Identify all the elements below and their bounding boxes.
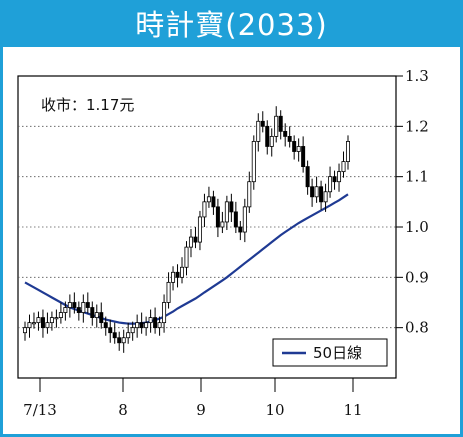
candle-body-down [301, 146, 306, 168]
candle-body-down [260, 120, 265, 127]
candle-body-down [117, 337, 122, 344]
x-axis: 7/13 8 9 10 11 [23, 378, 363, 419]
candle-body-up [27, 322, 32, 329]
candle-body-up [81, 302, 86, 313]
candle-body-up [184, 246, 189, 268]
candle-body-up [242, 206, 247, 233]
legend: 50日線 [272, 338, 388, 367]
candle-body-down [211, 196, 216, 208]
x-tick-label: 9 [196, 401, 206, 419]
candle-body-up [188, 236, 193, 248]
candle-body-down [153, 317, 158, 329]
candle-body-up [94, 312, 99, 319]
candle-body-up [341, 161, 346, 173]
candle-body-up [45, 322, 50, 329]
price-chart: 0.8 0.9 1.0 1.1 1.2 1.3 7/13 8 9 10 11 收市：1.17元 5… [17, 67, 429, 419]
x-tick-label: 10 [265, 401, 284, 419]
candle-body-up [247, 181, 252, 208]
x-tick-label: 8 [118, 401, 128, 419]
candle-body-up [323, 191, 328, 203]
candle-body-down [287, 136, 292, 142]
candle-body-down [175, 271, 180, 278]
candle-body-down [99, 312, 104, 324]
legend-label-ma50: 50日線 [313, 344, 362, 362]
candle-body-down [233, 211, 238, 228]
candle-body-down [332, 176, 337, 183]
candle-body-up [121, 337, 126, 344]
grid-lines [18, 125, 396, 329]
candle-body-down [310, 186, 315, 198]
candle-body-down [193, 236, 198, 243]
chart-title: 時計寶(2033) [3, 3, 460, 47]
candle-body-up [202, 201, 207, 218]
candle-body-up [269, 136, 274, 147]
candle-body-up [314, 186, 319, 198]
candle-body-down [72, 302, 77, 308]
candle-body-down [112, 332, 117, 339]
x-tick-label: 11 [343, 401, 362, 419]
candle-body-down [278, 115, 283, 132]
candle-body-up [337, 171, 342, 183]
candle-body-down [108, 327, 113, 334]
candle-body-down [319, 186, 324, 203]
candle-body-down [238, 226, 243, 233]
candle-body-up [296, 146, 301, 152]
candle-body-up [157, 322, 162, 329]
candle-body-up [49, 317, 54, 324]
candle-body-up [148, 317, 153, 324]
candle-body-up [135, 322, 140, 329]
candle-body-up [31, 322, 36, 325]
y-axis: 0.8 0.9 1.0 1.1 1.2 1.3 [396, 67, 429, 337]
y-tick-label: 1.2 [405, 117, 429, 135]
candle-body-up [162, 302, 167, 324]
y-tick-label: 1.0 [405, 218, 429, 236]
candle-body-up [144, 322, 149, 329]
candle-body-down [292, 141, 297, 152]
candle-body-up [22, 327, 27, 334]
candle-body-up [130, 327, 135, 334]
candle-body-up [328, 176, 333, 193]
candle-body-up [180, 266, 185, 278]
candle-body-up [220, 221, 225, 228]
candle-body-down [283, 130, 288, 137]
candle-body-down [265, 125, 270, 147]
close-price-annotation: 收市：1.17元 [41, 96, 134, 114]
candle-body-up [63, 307, 68, 313]
y-tick-label: 0.9 [405, 268, 429, 286]
candle-body-up [166, 281, 171, 303]
candle-body-down [139, 322, 144, 329]
candle-body-down [103, 322, 108, 329]
candle-body-down [90, 307, 95, 318]
candle-body-up [251, 141, 256, 183]
candle-body-up [54, 317, 59, 320]
candle-body-up [126, 332, 131, 339]
candle-body-down [215, 206, 220, 228]
candle-body-up [274, 115, 279, 137]
candle-body-up [58, 312, 63, 319]
candle-body-down [305, 166, 310, 188]
y-tick-label: 0.8 [405, 319, 429, 337]
candle-body-up [256, 120, 261, 142]
candlestick-series [22, 106, 350, 353]
candle-body-up [197, 216, 202, 243]
y-tick-label: 1.1 [405, 168, 429, 186]
candle-body-up [36, 317, 41, 324]
candle-body-down [85, 302, 90, 308]
candle-body-down [76, 307, 81, 313]
candle-body-up [206, 196, 211, 203]
candle-body-up [345, 141, 350, 162]
candle-body-down [229, 201, 234, 213]
legend-box [272, 338, 388, 367]
candle-body-up [67, 302, 72, 308]
candle-body-down [40, 317, 45, 329]
candle-body-up [224, 201, 229, 223]
candle-body-up [171, 271, 176, 283]
y-tick-label: 1.3 [405, 67, 429, 85]
x-tick-label: 7/13 [23, 401, 57, 419]
